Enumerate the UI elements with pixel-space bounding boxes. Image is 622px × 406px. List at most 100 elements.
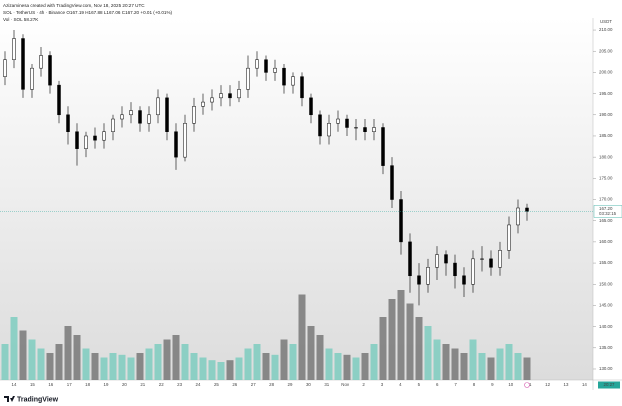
- candle-body: [57, 84, 61, 116]
- volume-bar: [181, 344, 189, 380]
- candle-body: [516, 207, 520, 226]
- candle-body: [30, 67, 34, 90]
- candle-body: [39, 55, 43, 69]
- x-tick-label: 3: [381, 382, 384, 387]
- x-tick-label: 30: [306, 382, 311, 387]
- volume-bar: [289, 344, 297, 380]
- candle-body: [102, 131, 106, 141]
- x-tick-label: 28: [269, 382, 274, 387]
- x-tick-label: 15: [30, 382, 35, 387]
- candle-body: [129, 110, 133, 116]
- candle-body: [507, 224, 511, 251]
- candle-body: [165, 97, 169, 132]
- last-price-box: [593, 205, 622, 218]
- candle-body: [390, 165, 394, 200]
- volume-bar: [172, 335, 180, 380]
- y-tick-label: 130.00: [599, 366, 613, 371]
- candle-body: [408, 241, 412, 277]
- volume-bar: [100, 357, 108, 380]
- x-tick-label: 12: [545, 382, 550, 387]
- candle-body: [318, 114, 322, 137]
- y-tick-label: 160.00: [599, 239, 613, 244]
- x-tick-label: 2: [362, 382, 365, 387]
- candle-body: [417, 275, 421, 285]
- volume-bar: [352, 357, 360, 380]
- volume-bar: [199, 357, 207, 380]
- volume-bar: [379, 317, 387, 380]
- volume-bar: [388, 299, 396, 380]
- candle-body: [282, 67, 286, 86]
- candle-body: [201, 101, 205, 107]
- last-price-label: 167.20: [599, 206, 613, 211]
- candle-body: [264, 59, 268, 73]
- volume-bar: [37, 348, 45, 380]
- candle-body: [210, 97, 214, 103]
- brand: TradingView: [17, 396, 59, 403]
- plot-background: [0, 18, 593, 380]
- candle-body: [12, 38, 16, 60]
- y-tick-label: 170.00: [599, 197, 613, 202]
- volume-bar: [154, 344, 162, 380]
- x-tick-label: 22: [159, 382, 164, 387]
- volume-bar: [523, 357, 531, 380]
- volume-bar: [208, 360, 216, 380]
- x-tick-label: 7: [454, 382, 457, 387]
- x-tick-label: 25: [214, 382, 219, 387]
- volume-bar: [460, 353, 468, 380]
- volume-bar: [271, 354, 279, 380]
- volume-bar: [10, 317, 18, 380]
- volume-bar: [442, 344, 450, 380]
- candle-body: [120, 114, 124, 120]
- candle-body: [345, 118, 349, 128]
- volume-bar: [82, 348, 90, 380]
- volume-bar: [505, 344, 513, 380]
- volume-bar: [316, 335, 324, 380]
- volume-bar: [253, 344, 261, 380]
- volume-bar: [136, 353, 144, 380]
- volume-bar: [118, 354, 126, 380]
- candle-body: [435, 254, 439, 268]
- y-tick-label: 185.00: [599, 133, 613, 138]
- volume-bar: [28, 339, 36, 380]
- candle-body: [84, 135, 88, 149]
- volume-bar: [343, 354, 351, 380]
- x-tick-label: 4: [399, 382, 402, 387]
- candle-body: [219, 93, 223, 99]
- candle-body: [147, 114, 151, 124]
- volume-bar: [370, 344, 378, 380]
- x-tick-label: 9: [491, 382, 494, 387]
- candle-body: [372, 127, 376, 132]
- y-tick-label: 205.00: [599, 48, 613, 53]
- candle-body: [183, 123, 187, 158]
- x-tick-label: 5: [418, 382, 421, 387]
- x-tick-label: 27: [251, 382, 256, 387]
- volume-bar: [424, 326, 432, 380]
- time-label-box: [598, 381, 620, 389]
- x-tick-label: 18: [85, 382, 90, 387]
- volume-bar: [469, 339, 477, 380]
- volume-bar: [433, 339, 441, 380]
- candle-body: [66, 114, 70, 132]
- candle-body: [300, 76, 304, 99]
- countdown-label: 03:32:15: [599, 211, 617, 216]
- last-bar-marker: [524, 382, 530, 388]
- volume-bar: [514, 353, 522, 380]
- x-tick-label: 21: [140, 382, 145, 387]
- x-tick-label: 17: [67, 382, 72, 387]
- volume-bar: [55, 344, 63, 380]
- candle-body: [48, 55, 52, 86]
- candle-body: [336, 118, 340, 124]
- volume-bar: [163, 339, 171, 380]
- candle-body: [75, 131, 79, 149]
- volume-bar: [361, 353, 369, 380]
- candle-body: [480, 258, 484, 260]
- candle-body: [525, 207, 529, 212]
- y-tick-label: 200.00: [599, 70, 613, 75]
- candle-body: [237, 89, 241, 99]
- x-tick-label: 26: [232, 382, 237, 387]
- y-tick-label: 190.00: [599, 112, 613, 117]
- candle-body: [462, 275, 466, 285]
- volume-bar: [235, 357, 243, 380]
- candle-body: [327, 123, 331, 137]
